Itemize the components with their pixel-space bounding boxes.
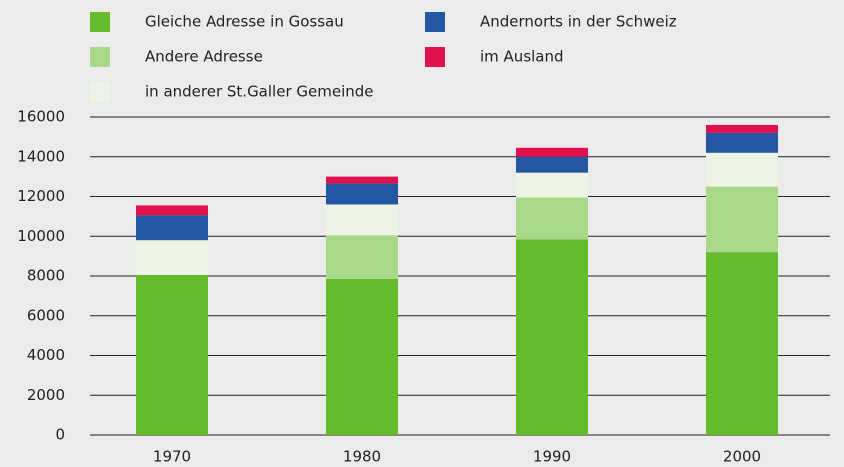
bar-segment [516,172,588,198]
bar-segment [706,186,778,253]
y-tick-label: 12000 [17,187,65,205]
y-tick-label: 16000 [17,108,65,126]
bar-segment [136,215,208,241]
legend-label: im Ausland [480,48,564,66]
legend-label: in anderer St.Galler Gemeinde [145,83,374,101]
legend-swatch [425,12,445,32]
bar-segment [516,147,588,157]
bar-segment [516,197,588,240]
y-tick-label: 14000 [17,147,65,165]
legend-label: Andernorts in der Schweiz [480,13,677,31]
legend-swatch [90,12,110,32]
bar-segment [136,275,208,435]
y-tick-label: 8000 [27,267,65,285]
bar-segment [136,240,208,276]
bar-segment [706,124,778,133]
legend-swatch [425,47,445,67]
x-tick-label: 1990 [533,448,571,466]
y-tick-label: 6000 [27,306,65,324]
bar-segment [706,252,778,435]
bar-segment [706,132,778,153]
bar-segment [326,176,398,184]
bar-segment [326,235,398,279]
bar-segment [326,183,398,205]
legend-swatch [90,82,110,102]
bar-segment [326,278,398,435]
y-tick-label: 0 [55,426,65,444]
legend-swatch [90,47,110,67]
bar-segment [516,156,588,173]
x-tick-label: 1970 [153,448,191,466]
bar-segment [136,205,208,216]
y-tick-label: 4000 [27,346,65,364]
y-tick-label: 10000 [17,227,65,245]
legend-label: Andere Adresse [145,48,263,66]
bar-segment [516,239,588,435]
legend-label: Gleiche Adresse in Gossau [145,13,344,31]
y-tick-label: 2000 [27,386,65,404]
bar-segment [706,152,778,187]
bar-segment [326,204,398,236]
x-tick-label: 2000 [723,448,761,466]
x-tick-label: 1980 [343,448,381,466]
